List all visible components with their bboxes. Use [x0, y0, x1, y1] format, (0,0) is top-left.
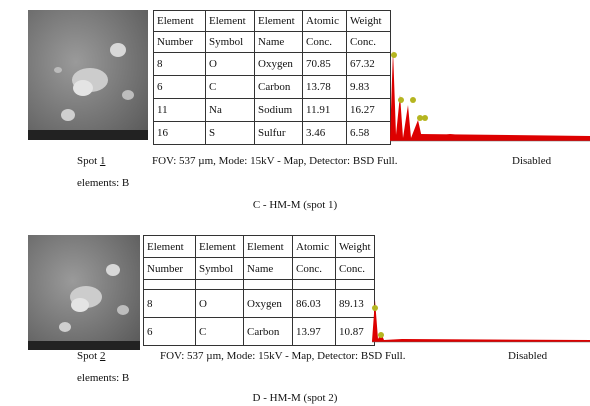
sem-image	[28, 235, 140, 350]
fov: FOV: 537 µm, Mode: 15kV - Map, Detector:…	[160, 350, 406, 362]
cell: 86.03	[292, 289, 336, 318]
cell	[243, 279, 293, 290]
cell: Conc.	[346, 31, 391, 53]
cell	[143, 279, 196, 290]
cell: Element	[254, 10, 303, 32]
cell: O	[195, 289, 244, 318]
spot-line: Spot 2	[77, 350, 105, 362]
cell: Number	[143, 257, 196, 280]
cell: Name	[243, 257, 293, 280]
cell: C	[205, 75, 255, 99]
sem-image	[28, 10, 148, 140]
cell: Conc.	[302, 31, 347, 53]
cell: 8	[153, 52, 206, 76]
header-row: Number Symbol Name Conc. Conc.	[153, 31, 391, 53]
disabled: Disabled	[508, 350, 548, 362]
spot-label: Spot	[77, 350, 98, 362]
cell: Oxygen	[254, 52, 303, 76]
cell: 67.32	[346, 52, 391, 76]
caption: C - HM-M (spot 1)	[252, 199, 338, 211]
cell: Atomic	[292, 235, 336, 258]
cell: Element	[195, 235, 244, 258]
cell: Element	[205, 10, 255, 32]
cell: Conc.	[292, 257, 336, 280]
header-row: Element Element Element Atomic Weight	[153, 10, 391, 32]
data-row: 6 C Carbon 13.97 10.87	[143, 317, 375, 346]
cell: C	[195, 317, 244, 346]
cell: Carbon	[254, 75, 303, 99]
caption: D - HM-M (spot 2)	[252, 392, 338, 404]
header-row: Element Element Element Atomic Weight	[143, 235, 375, 258]
data-row: 8 O Oxygen 86.03 89.13	[143, 289, 375, 318]
cell: Carbon	[243, 317, 293, 346]
fov: FOV: 537 µm, Mode: 15kV - Map, Detector:…	[152, 155, 398, 167]
disabled: Disabled	[512, 155, 552, 167]
cell: 3.46	[302, 121, 347, 145]
cell: Name	[254, 31, 303, 53]
cell: 8	[143, 289, 196, 318]
cell: Conc.	[335, 257, 375, 280]
cell: Symbol	[195, 257, 244, 280]
cell: 6	[143, 317, 196, 346]
cell: 10.87	[335, 317, 375, 346]
cell: Na	[205, 98, 255, 122]
spot-line: Spot 1	[77, 155, 105, 167]
cell: Weight	[346, 10, 391, 32]
cell: Sodium	[254, 98, 303, 122]
cell: 89.13	[335, 289, 375, 318]
cell: Element	[243, 235, 293, 258]
elements: elements: B	[77, 372, 130, 384]
cell: Element	[153, 10, 206, 32]
cell: 6	[153, 75, 206, 99]
cell: 11.91	[302, 98, 347, 122]
spot-number: 1	[99, 155, 106, 167]
cell: Sulfur	[254, 121, 303, 145]
cell: 70.85	[302, 52, 347, 76]
data-row: 8 O Oxygen 70.85 67.32	[153, 52, 391, 76]
data-row: 11 Na Sodium 11.91 16.27	[153, 98, 391, 122]
cell: Oxygen	[243, 289, 293, 318]
cell: Number	[153, 31, 206, 53]
cell: 13.97	[292, 317, 336, 346]
cell: O	[205, 52, 255, 76]
cell	[195, 279, 244, 290]
cell: Weight	[335, 235, 375, 258]
cell: Symbol	[205, 31, 255, 53]
eds-spectrum	[372, 300, 590, 343]
cell: Atomic	[302, 10, 347, 32]
data-row: 16 S Sulfur 3.46 6.58	[153, 121, 391, 145]
element-table: Element Element Element Atomic Weight Number S…	[143, 235, 375, 346]
spot-label: Spot	[77, 155, 98, 167]
spot-number: 2	[99, 350, 106, 362]
cell: S	[205, 121, 255, 145]
cell: 16	[153, 121, 206, 145]
data-row: 6 C Carbon 13.78 9.83	[153, 75, 391, 99]
spacer-row	[143, 279, 375, 290]
cell	[292, 279, 336, 290]
cell: 13.78	[302, 75, 347, 99]
cell: Element	[143, 235, 196, 258]
cell: 9.83	[346, 75, 391, 99]
elements: elements: B	[77, 177, 130, 189]
cell: 11	[153, 98, 206, 122]
eds-spectrum	[390, 50, 590, 142]
cell: 16.27	[346, 98, 391, 122]
header-row: Number Symbol Name Conc. Conc.	[143, 257, 375, 280]
element-table: Element Element Element Atomic Weight Number S…	[153, 10, 391, 145]
cell: 6.58	[346, 121, 391, 145]
cell	[335, 279, 375, 290]
